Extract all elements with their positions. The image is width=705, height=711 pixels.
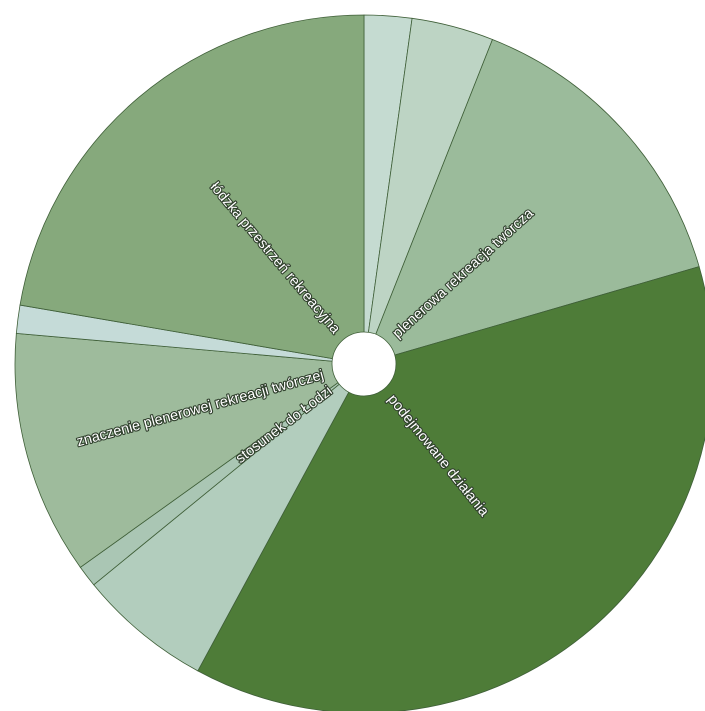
pie-slice[interactable] <box>93 363 365 672</box>
pie-slice[interactable] <box>363 38 700 365</box>
center-hole <box>331 331 397 397</box>
pie-slice[interactable] <box>197 266 705 711</box>
pie-slice[interactable] <box>14 332 366 568</box>
pie-slice[interactable] <box>19 14 365 365</box>
chart-slices <box>14 14 705 711</box>
